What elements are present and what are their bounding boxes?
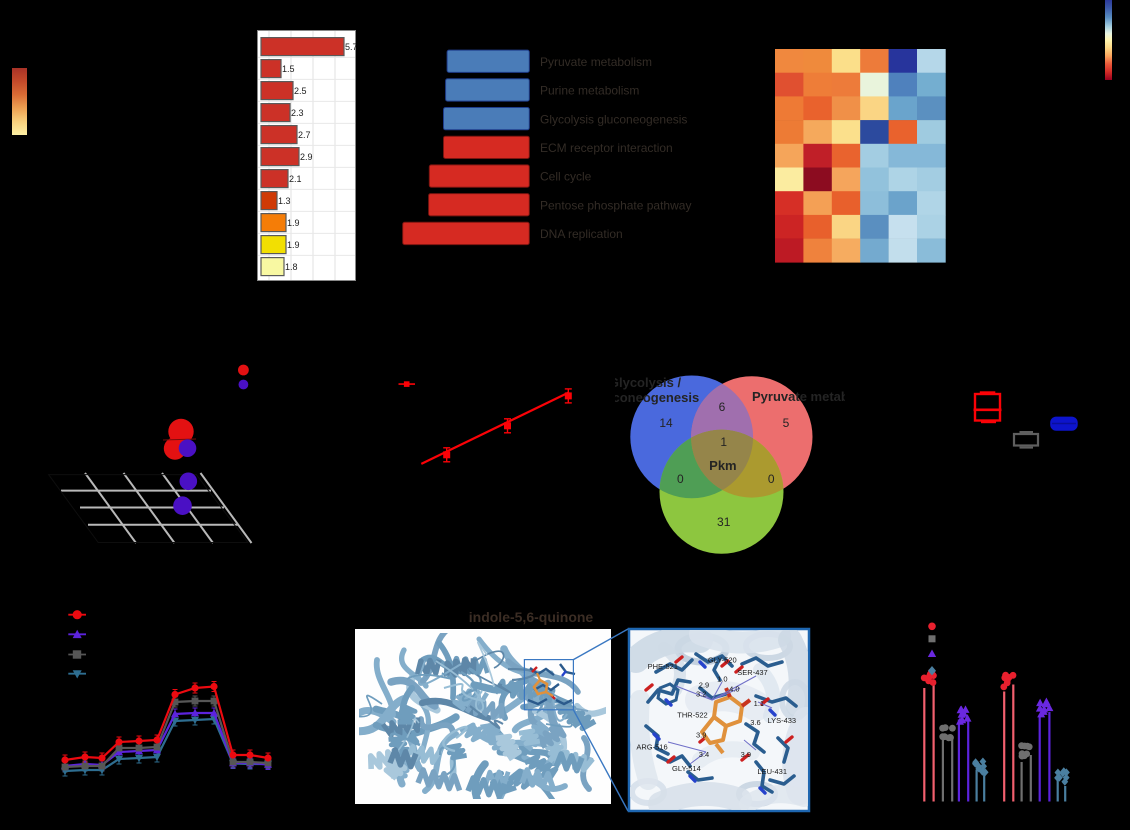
- svg-text:3.2: 3.2: [696, 689, 706, 698]
- svg-text:1.1: 1.1: [754, 699, 764, 708]
- svg-text:Gluconeogenesis: Gluconeogenesis: [615, 390, 699, 405]
- svg-text:LEU-431: LEU-431: [757, 767, 787, 776]
- svg-text:LYS-433: LYS-433: [767, 716, 796, 725]
- svg-text:1: 1: [720, 435, 727, 449]
- svg-text:3.6: 3.6: [750, 718, 760, 727]
- svg-text:31: 31: [717, 515, 731, 529]
- svg-text:Glycolysis /: Glycolysis /: [615, 375, 682, 390]
- svg-text:1.8: 1.8: [285, 262, 298, 272]
- svg-text:GLY-520: GLY-520: [708, 655, 737, 664]
- svg-text:0: 0: [677, 472, 684, 486]
- svg-text:5.7: 5.7: [345, 42, 356, 52]
- svg-text:2.3: 2.3: [291, 108, 304, 118]
- svg-text:Pyruvate metabolism: Pyruvate metabolism: [752, 389, 845, 404]
- svg-text:4.0: 4.0: [729, 685, 739, 694]
- svg-text:14: 14: [659, 416, 673, 430]
- svg-text:SER-437: SER-437: [737, 668, 767, 677]
- svg-text:Pyruvate metabolism: Pyruvate metabolism: [540, 55, 652, 69]
- svg-text:GLY-514: GLY-514: [672, 764, 701, 773]
- svg-text:Pentose phosphate pathway: Pentose phosphate pathway: [540, 198, 691, 212]
- svg-text:DNA replication: DNA replication: [540, 227, 623, 241]
- svg-text:5: 5: [783, 416, 790, 430]
- svg-text:THR-522: THR-522: [677, 710, 707, 719]
- svg-text:PHE-521: PHE-521: [648, 662, 678, 671]
- svg-text:2.9: 2.9: [300, 152, 313, 162]
- svg-text:2.5: 2.5: [294, 86, 307, 96]
- svg-text:2.9: 2.9: [699, 681, 709, 690]
- svg-text:3.9: 3.9: [741, 750, 751, 759]
- svg-text:ECM receptor interaction: ECM receptor interaction: [540, 141, 673, 155]
- svg-text:Cell cycle: Cell cycle: [540, 170, 592, 184]
- svg-text:Glycolysis gluconeogenesis: Glycolysis gluconeogenesis: [540, 112, 687, 126]
- svg-text:1.9: 1.9: [287, 218, 300, 228]
- svg-text:1.5: 1.5: [282, 64, 295, 74]
- svg-text:6: 6: [719, 400, 726, 414]
- svg-text:3.4: 3.4: [699, 750, 709, 759]
- svg-text:3.9: 3.9: [696, 731, 706, 740]
- svg-text:1.9: 1.9: [287, 240, 300, 250]
- svg-text:0: 0: [768, 472, 775, 486]
- svg-text:Pkm: Pkm: [709, 458, 736, 473]
- svg-text:Purine metabolism: Purine metabolism: [540, 84, 639, 98]
- svg-text:1.3: 1.3: [278, 196, 291, 206]
- svg-text:2.7: 2.7: [298, 130, 311, 140]
- svg-text:1.0: 1.0: [717, 675, 727, 684]
- svg-text:2.1: 2.1: [289, 174, 302, 184]
- svg-text:ARG-516: ARG-516: [636, 743, 667, 752]
